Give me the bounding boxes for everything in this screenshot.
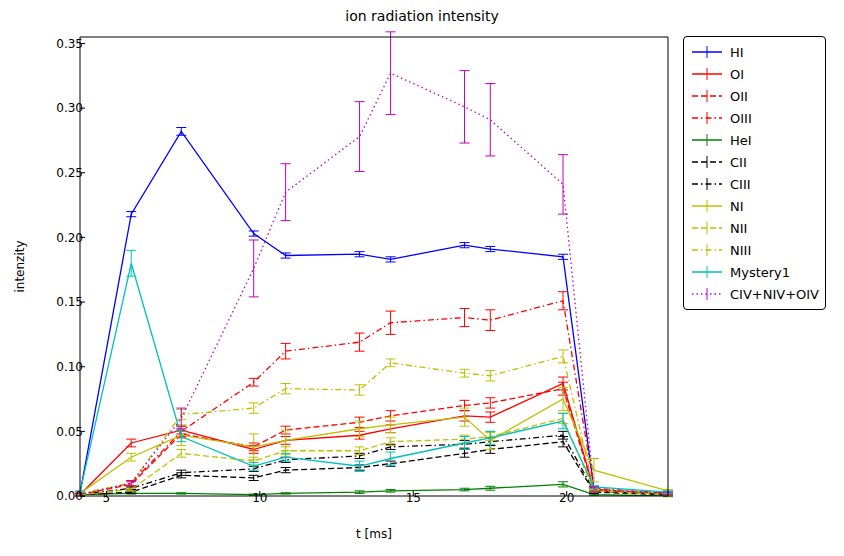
svg-text:10: 10 bbox=[252, 491, 267, 505]
svg-text:20: 20 bbox=[559, 491, 574, 505]
svg-text:0.00: 0.00 bbox=[56, 489, 83, 503]
html-text:CII: CII bbox=[730, 154, 747, 170]
svg-text:0.25: 0.25 bbox=[56, 166, 83, 180]
svg-text:0.15: 0.15 bbox=[56, 295, 83, 309]
html-text:OI: OI bbox=[730, 66, 745, 82]
html-text:HI: HI bbox=[730, 44, 744, 60]
svg-text:15: 15 bbox=[406, 491, 421, 505]
html-text:NIII: NIII bbox=[730, 242, 752, 258]
html-text:CIII: CIII bbox=[730, 176, 751, 192]
svg-text:t [ms]: t [ms] bbox=[356, 527, 392, 541]
svg-text:0.05: 0.05 bbox=[56, 425, 83, 439]
html-text:NI: NI bbox=[730, 198, 744, 214]
html-text:NII: NII bbox=[730, 220, 748, 236]
html-text:OII: OII bbox=[730, 88, 748, 104]
html-text:OIII: OIII bbox=[730, 110, 752, 126]
svg-text:0.20: 0.20 bbox=[56, 231, 83, 245]
svg-text:0.35: 0.35 bbox=[56, 37, 83, 51]
svg-text:0.30: 0.30 bbox=[56, 101, 83, 115]
html-text:HeI: HeI bbox=[730, 132, 752, 148]
html-text:Mystery1: Mystery1 bbox=[730, 264, 791, 280]
html-text:CIV+NIV+OIV: CIV+NIV+OIV bbox=[730, 286, 819, 302]
svg-text:0.10: 0.10 bbox=[56, 360, 83, 374]
html-text:ion radiation intensity: ion radiation intensity bbox=[345, 8, 499, 24]
svg-text:5: 5 bbox=[103, 491, 111, 505]
svg-text:intenzity: intenzity bbox=[13, 240, 27, 292]
